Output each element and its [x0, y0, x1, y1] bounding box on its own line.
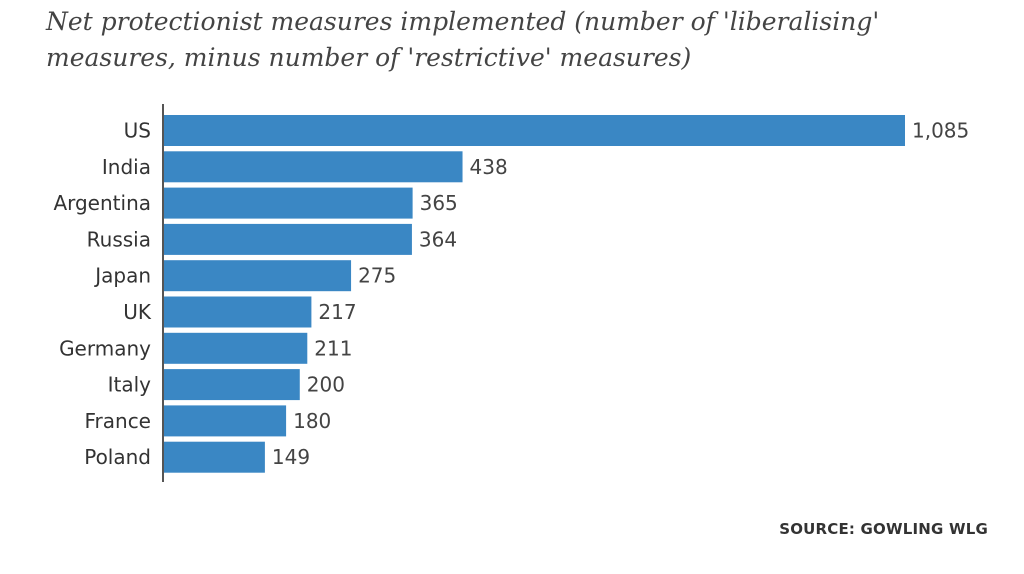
category-label-poland: Poland	[84, 445, 151, 469]
category-label-japan: Japan	[93, 264, 151, 288]
value-label-france: 180	[293, 409, 331, 433]
chart-title: Net protectionist measures implemented (…	[46, 7, 880, 72]
category-label-france: France	[84, 409, 151, 433]
bar-argentina	[163, 187, 413, 219]
category-label-india: India	[102, 155, 151, 179]
bar-japan	[163, 260, 352, 292]
value-label-japan: 275	[358, 264, 396, 288]
value-label-argentina: 365	[420, 191, 458, 215]
value-label-india: 438	[470, 155, 508, 179]
value-label-uk: 217	[318, 300, 356, 324]
bars-layer	[163, 115, 905, 473]
source-label: SOURCE: GOWLING WLG	[779, 520, 988, 538]
bar-germany	[163, 332, 308, 364]
bar-france	[163, 405, 287, 437]
value-label-italy: 200	[307, 373, 345, 397]
bar-us	[163, 115, 905, 146]
bar-italy	[163, 369, 300, 401]
value-label-us: 1,085	[912, 119, 969, 143]
category-label-italy: Italy	[108, 373, 152, 397]
category-label-russia: Russia	[87, 227, 151, 251]
category-label-uk: UK	[123, 300, 152, 324]
value-label-germany: 211	[314, 336, 352, 360]
category-label-germany: Germany	[59, 336, 151, 360]
category-label-argentina: Argentina	[53, 191, 151, 215]
bar-russia	[163, 223, 412, 255]
bar-poland	[163, 441, 265, 473]
labels-layer: US 1,085 India 438 Argentina 365 Russia 364 Japa…	[53, 119, 969, 470]
value-label-russia: 364	[419, 227, 457, 251]
category-label-us: US	[124, 119, 151, 143]
bar-india	[163, 151, 463, 183]
value-label-poland: 149	[272, 445, 310, 469]
bar-uk	[163, 296, 312, 328]
